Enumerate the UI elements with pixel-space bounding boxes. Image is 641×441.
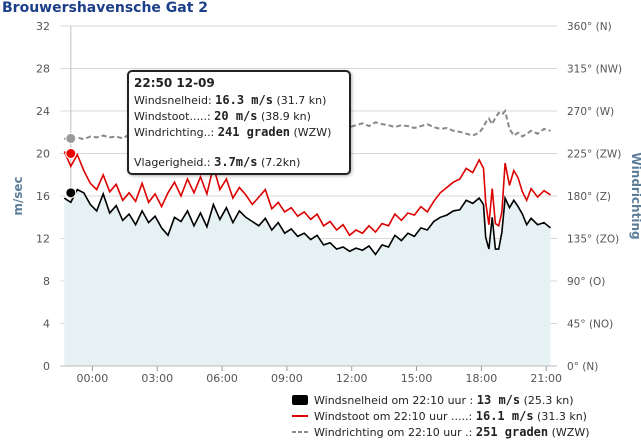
legend-item-speed[interactable]: Windsnelheid om 22:10 uur : 13 m/s (25.3… <box>292 392 640 408</box>
x-tick-label-18:00: 18:00 <box>466 372 498 385</box>
tooltip-gust-value: 20 m/s <box>214 109 258 123</box>
y-tick-label-8: 8 <box>43 275 50 288</box>
legend-item-gust[interactable]: Windstoot om 22:10 uur .....: 16.1 m/s (… <box>292 408 640 424</box>
tooltip-dir-value: 241 graden <box>217 125 291 139</box>
tooltip-flag-value: 3.7m/s <box>214 155 258 169</box>
chart-legend: Windsnelheid om 22:10 uur : 13 m/s (25.3… <box>292 392 640 440</box>
y-tick-label-32: 32 <box>36 20 50 33</box>
tooltip-gust-label: Windstoot.....: <box>134 110 211 123</box>
speed-area-fill <box>64 189 551 366</box>
tooltip-gust-row: Windstoot.....: 20 m/s (38.9 kn) <box>134 108 344 124</box>
tooltip-flag-kn: (7.2kn) <box>260 156 301 169</box>
y-tick-label-24: 24 <box>36 105 50 118</box>
tooltip-speed-row: Windsnelheid: 16.3 m/s (31.7 kn) <box>134 92 344 108</box>
hover-tooltip: 22:50 12-09 Windsnelheid: 16.3 m/s (31.7… <box>127 70 351 175</box>
y2-tick-label-4: 180° (Z) <box>567 191 611 203</box>
x-tick-label-06:00: 06:00 <box>206 372 238 385</box>
y-tick-label-4: 4 <box>43 318 50 331</box>
tooltip-flag-label: Vlagerigheid.: <box>134 156 211 169</box>
y2-tick-label-8: 360° (N) <box>567 21 612 33</box>
tooltip-dir-label: Windrichting..: <box>134 126 215 139</box>
speed-area <box>64 189 551 366</box>
tooltip-spacer <box>134 140 344 154</box>
legend-gust-symbol <box>292 415 308 417</box>
y-axis-title: m/sec <box>11 176 25 215</box>
y2-tick-label-5: 225° (ZW) <box>567 149 621 161</box>
legend-dir-label: Windrichting om 22:10 uur .: <box>314 426 473 439</box>
y2-tick-label-6: 270° (W) <box>567 106 614 118</box>
tooltip-dir-extra: (WZW) <box>293 126 332 139</box>
legend-gust-value: 16.1 m/s <box>475 409 534 423</box>
marker-windsnelheid <box>65 187 77 199</box>
tooltip-speed-label: Windsnelheid: <box>134 94 212 107</box>
y-tick-label-28: 28 <box>36 63 50 76</box>
series-line-windstoot <box>63 151 551 237</box>
tooltip-gust-kn: (38.9 kn) <box>261 110 311 123</box>
x-tick-label-03:00: 03:00 <box>141 372 173 385</box>
x-tick-label-09:00: 09:00 <box>271 372 303 385</box>
tooltip-speed-kn: (31.7 kn) <box>276 94 327 107</box>
axes: 0 4 8 12 16 20 24 28 32 0° (N) 45° (NO) 90° (O) 135°… <box>11 20 641 385</box>
y2-axis-title: Windrichting <box>629 152 641 239</box>
x-tick-label-00:00: 00:00 <box>77 372 109 385</box>
y2-tick-label-2: 90° (O) <box>567 276 605 288</box>
legend-speed-kn: (25.3 kn) <box>523 394 574 407</box>
legend-gust-label: Windstoot om 22:10 uur .....: <box>314 410 473 423</box>
chart-title: Brouwershavensche Gat 2 <box>2 0 209 16</box>
y2-tick-label-7: 315° (NW) <box>567 64 622 76</box>
legend-item-direction[interactable]: Windrichting om 22:10 uur .: 251 graden … <box>292 424 640 440</box>
series-line-windsnelheid <box>63 188 552 256</box>
y-tick-label-12: 12 <box>36 233 50 246</box>
x-tick-label-12:00: 12:00 <box>336 372 368 385</box>
tooltip-speed-value: 16.3 m/s <box>215 93 273 107</box>
hover-markers <box>65 132 77 199</box>
y2-tick-label-3: 135° (ZO) <box>567 234 619 246</box>
legend-speed-value: 13 m/s <box>476 393 521 407</box>
legend-speed-label: Windsnelheid om 22:10 uur : <box>314 394 474 407</box>
x-tick-label-15:00: 15:00 <box>401 372 433 385</box>
y-tick-label-0: 0 <box>43 360 50 373</box>
y-tick-label-20: 20 <box>36 148 50 161</box>
tooltip-direction-row: Windrichting..: 241 graden (WZW) <box>134 124 344 140</box>
legend-gust-kn: (31.3 kn) <box>537 410 587 423</box>
y2-tick-label-0: 0° (N) <box>567 361 598 373</box>
y2-tick-label-1: 45° (NO) <box>567 319 613 331</box>
tooltip-time: 22:50 12-09 <box>134 76 215 90</box>
legend-direction-symbol <box>292 431 308 433</box>
y-tick-label-16: 16 <box>36 190 50 203</box>
tooltip-flag-row: Vlagerigheid.: 3.7m/s (7.2kn) <box>134 154 344 170</box>
x-tick-label-21:00: 21:00 <box>530 372 562 385</box>
marker-windrichting <box>65 132 77 144</box>
legend-dir-extra: (WZW) <box>551 426 590 439</box>
legend-speed-symbol <box>292 395 308 405</box>
marker-windstoot <box>65 148 77 159</box>
legend-dir-value: 251 graden <box>475 425 549 439</box>
